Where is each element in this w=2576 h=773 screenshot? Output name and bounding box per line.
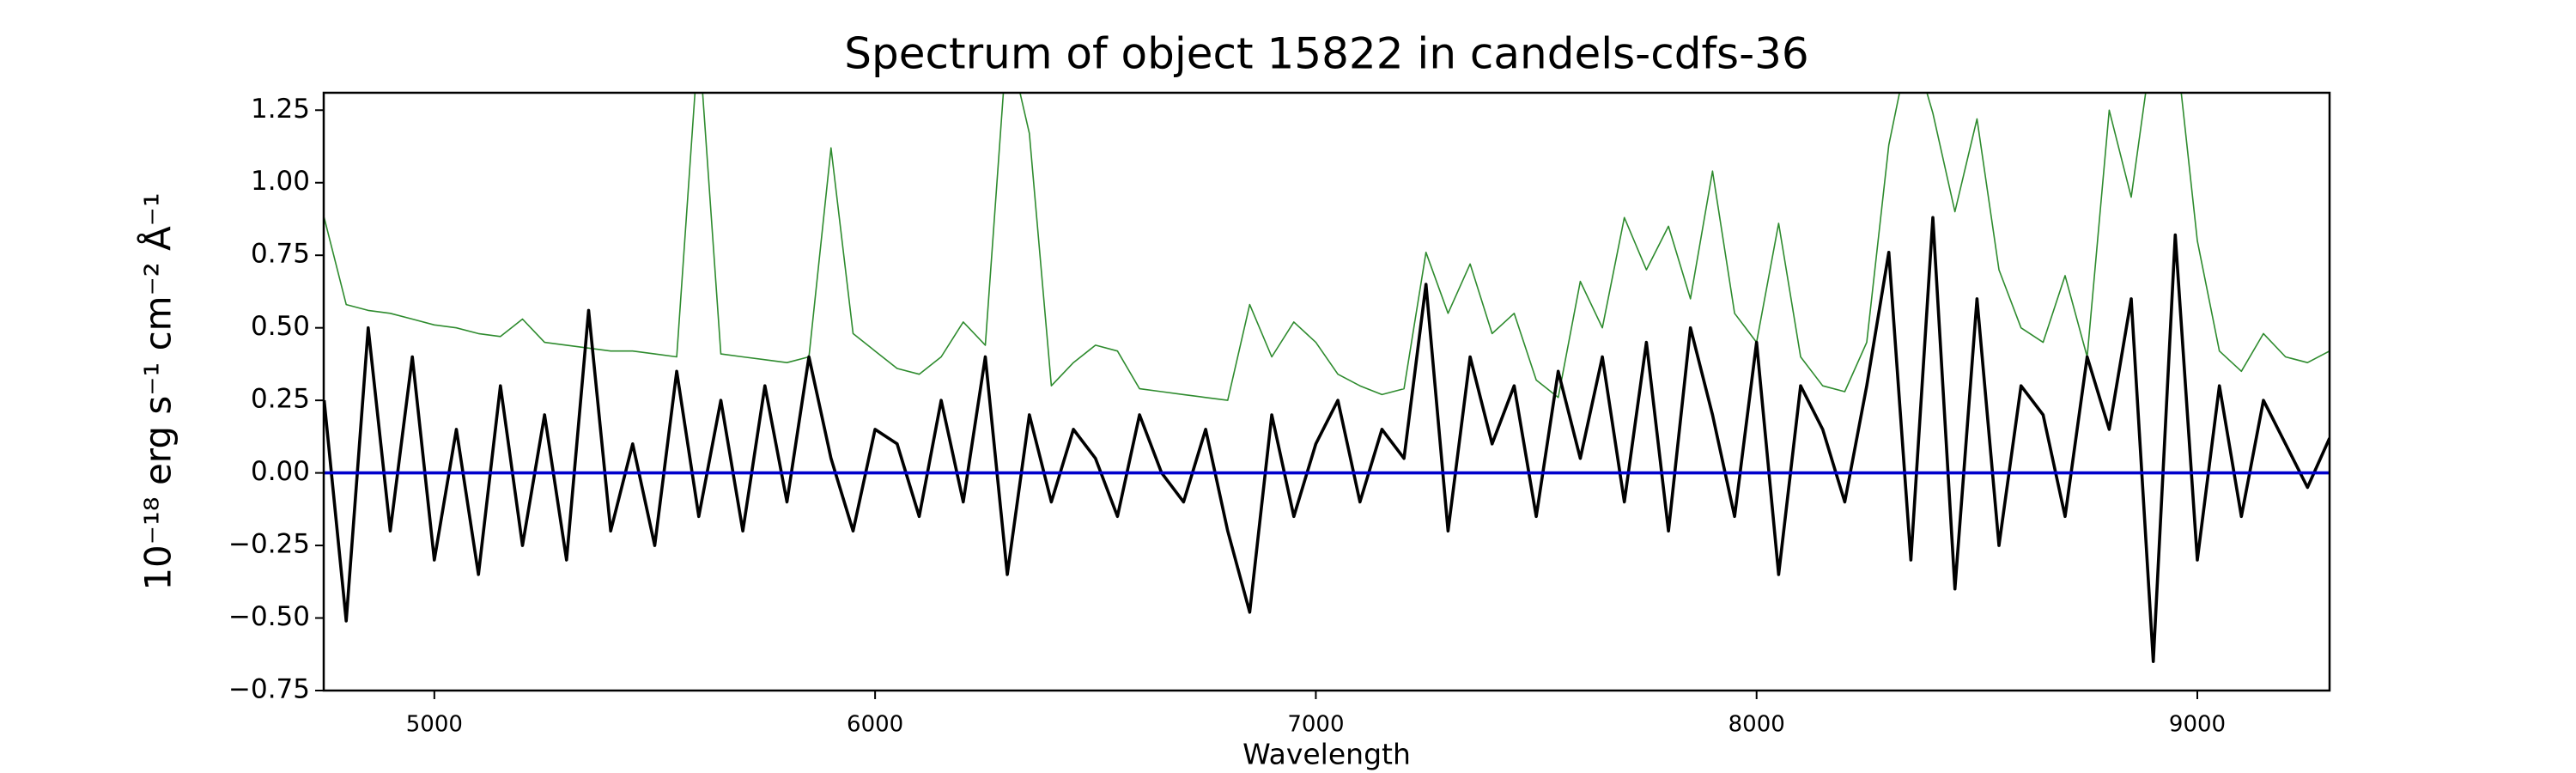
chart-title: Spectrum of object 15822 in candels-cdfs… <box>844 29 1809 79</box>
y-tick-label: 0.50 <box>251 311 310 342</box>
spectrum-line <box>324 216 2330 663</box>
y-tick-label: 1.25 <box>251 94 310 125</box>
x-tick-label: 8000 <box>1728 712 1785 738</box>
y-tick-label: −0.50 <box>228 601 310 632</box>
axes-frame <box>322 91 2331 692</box>
x-tick-label: 6000 <box>847 712 903 738</box>
y-tick-label: 1.00 <box>251 166 310 197</box>
x-tick-label: 9000 <box>2169 712 2226 738</box>
x-axis-label: Wavelength <box>1242 738 1411 771</box>
y-tick-label: 0.00 <box>251 456 310 487</box>
y-tick-label: −0.75 <box>228 674 310 705</box>
x-tick-label: 7000 <box>1287 712 1344 738</box>
plot-area <box>324 93 2330 663</box>
y-axis-label: 10⁻¹⁸ erg s⁻¹ cm⁻² Å⁻¹ <box>137 192 179 590</box>
x-tick-label: 5000 <box>406 712 463 738</box>
y-tick-label: 0.25 <box>251 384 310 415</box>
y-tick-label: 0.75 <box>251 239 310 270</box>
spectrum-line <box>324 93 2330 401</box>
y-tick-label: −0.25 <box>228 529 310 560</box>
